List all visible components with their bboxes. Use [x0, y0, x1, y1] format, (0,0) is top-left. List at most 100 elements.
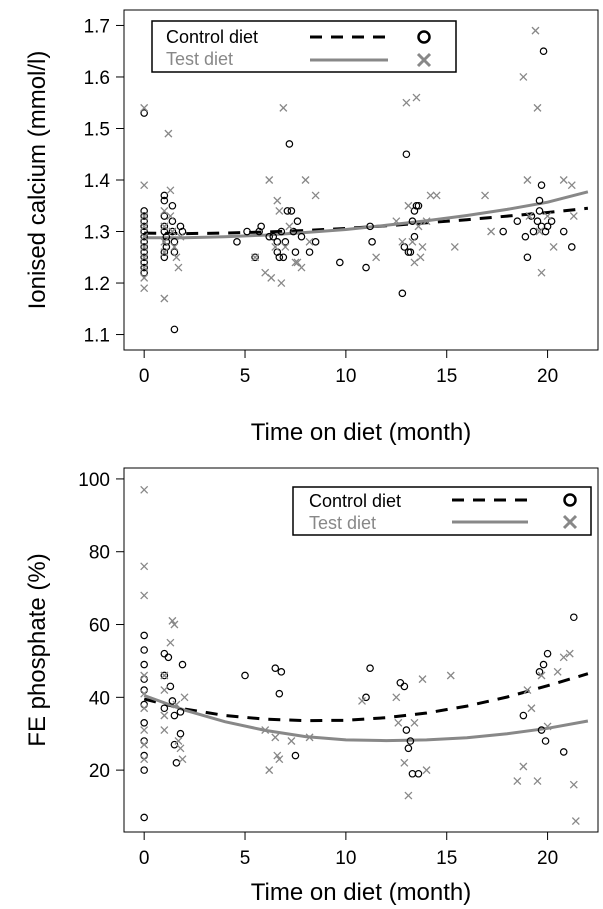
data-point-circle	[396, 678, 405, 687]
data-point-circle	[398, 289, 407, 298]
data-point-cross	[271, 733, 280, 742]
y-tick-label: 1.1	[84, 326, 110, 347]
data-point-circle	[140, 212, 148, 220]
data-point-cross	[273, 196, 282, 205]
y-axis-title: FE phosphate (%)	[24, 553, 51, 746]
data-point-cross	[519, 762, 528, 771]
data-point-cross	[160, 686, 169, 694]
data-point-cross	[279, 103, 288, 112]
data-point-cross	[174, 737, 183, 745]
data-point-cross	[519, 73, 528, 81]
data-point-circle	[283, 207, 292, 215]
data-point-cross	[140, 232, 149, 241]
legend-label-test: Test diet	[166, 49, 233, 69]
data-point-cross	[140, 181, 149, 190]
data-point-cross	[170, 243, 179, 251]
legend-marker-test	[416, 52, 432, 68]
x-tick-label: 15	[436, 848, 457, 869]
data-point-circle	[160, 222, 169, 231]
data-point-cross	[293, 258, 302, 267]
data-point-circle	[277, 227, 286, 236]
data-point-circle	[402, 150, 411, 159]
data-point-circle	[140, 217, 148, 226]
x-tick-label: 20	[537, 366, 558, 387]
data-point-circle	[285, 140, 294, 148]
data-point-cross	[559, 653, 568, 662]
data-point-cross	[305, 733, 314, 742]
x-tick-label: 20	[537, 848, 558, 869]
data-point-circle	[279, 253, 288, 262]
data-point-cross	[251, 253, 260, 262]
data-point-circle	[140, 766, 148, 774]
y-tick-label: 1.7	[84, 16, 110, 37]
data-point-circle	[178, 660, 187, 669]
data-point-cross	[267, 273, 276, 282]
legend-label-test: Test diet	[309, 513, 376, 533]
data-point-circle	[535, 668, 544, 676]
data-point-cross	[277, 279, 286, 287]
y-ticks: 20 40 60 80 100	[78, 470, 124, 782]
data-point-cross	[533, 103, 542, 112]
fit-lines	[143, 672, 589, 743]
data-point-circle	[499, 227, 508, 236]
data-point-circle	[539, 47, 548, 56]
data-point-cross	[418, 675, 427, 684]
data-point-circle	[140, 207, 148, 215]
data-point-circle	[537, 181, 546, 189]
data-point-circle	[519, 711, 528, 720]
data-point-cross	[525, 212, 534, 221]
data-point-circle	[140, 718, 148, 727]
data-point-cross	[160, 237, 169, 246]
data-point-circle	[140, 222, 148, 231]
data-point-circle	[408, 217, 417, 226]
legend-box	[292, 486, 592, 536]
data-point-circle	[170, 711, 179, 720]
data-point-circle	[140, 258, 148, 267]
data-point-cross	[569, 780, 578, 789]
data-point-cross	[549, 243, 558, 251]
data-point-circle	[414, 201, 423, 210]
data-point-cross	[140, 273, 149, 282]
data-point-cross	[140, 263, 149, 272]
data-point-cross	[416, 253, 425, 262]
data-point-circle	[160, 212, 169, 220]
data-point-circle	[362, 263, 370, 272]
data-point-circle	[140, 660, 148, 669]
data-point-cross	[140, 212, 149, 221]
data-point-cross	[265, 176, 274, 184]
x-tick-label: 0	[139, 848, 150, 869]
data-point-circle	[547, 217, 556, 226]
y-tick-label: 60	[89, 616, 110, 637]
data-point-cross	[553, 667, 562, 676]
y-tick-label: 1.3	[84, 223, 110, 244]
data-point-circle	[293, 217, 302, 226]
data-point-circle	[140, 253, 148, 262]
data-point-circle	[160, 248, 169, 256]
x-tick-label: 15	[436, 366, 457, 387]
data-point-cross	[140, 485, 149, 494]
data-point-circle	[275, 253, 284, 262]
data-point-circle	[291, 248, 300, 256]
data-point-cross	[285, 222, 294, 231]
data-point-cross	[559, 176, 568, 184]
data-point-cross	[531, 26, 540, 35]
data-point-cross	[180, 693, 189, 702]
data-point-cross	[140, 103, 149, 112]
data-point-cross	[287, 737, 296, 745]
data-point-cross	[271, 243, 280, 251]
y-tick-label: 1.6	[84, 68, 110, 89]
data-point-circle	[168, 201, 177, 210]
x-ticks: 0 5 10 15 20	[139, 350, 558, 387]
data-point-cross	[176, 744, 185, 753]
x-tick-label: 5	[240, 848, 251, 869]
data-point-cross	[166, 638, 175, 647]
data-point-cross	[422, 217, 431, 226]
data-point-cross	[432, 191, 441, 200]
x-axis-title: Time on diet (month)	[251, 879, 472, 906]
data-point-circle	[402, 726, 411, 734]
plot-frame	[123, 467, 599, 833]
data-points	[140, 26, 578, 334]
data-point-cross	[170, 620, 179, 629]
data-point-cross	[273, 751, 282, 760]
